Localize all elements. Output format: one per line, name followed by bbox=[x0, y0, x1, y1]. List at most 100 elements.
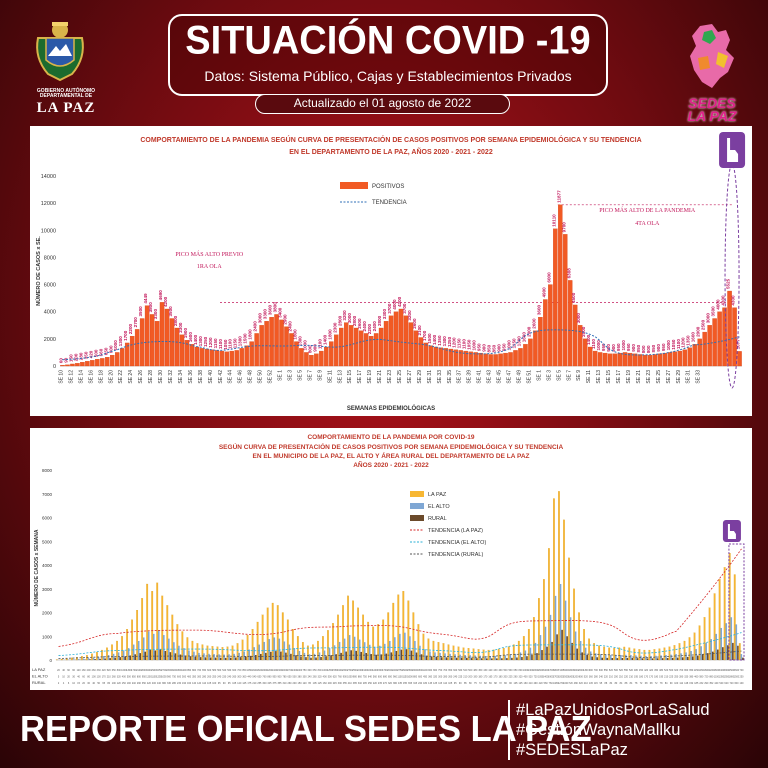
chart1-data-label: 850 bbox=[636, 344, 641, 352]
chart2-table-cell: 960 bbox=[393, 676, 398, 679]
chart1-data-label: 1400 bbox=[193, 334, 198, 345]
chart1-data-label: 1100 bbox=[218, 339, 223, 349]
chart2-table-cell: 700 bbox=[237, 669, 242, 672]
chart1-bar bbox=[463, 350, 468, 367]
chart1-data-label: 1050 bbox=[671, 339, 676, 350]
chart1-bar bbox=[344, 322, 349, 367]
chart1-bar bbox=[65, 364, 70, 367]
chart2-table-cell: 700 bbox=[739, 669, 744, 672]
chart1-data-label: 2200 bbox=[128, 323, 133, 334]
chart2-table-cell: 650 bbox=[257, 676, 262, 679]
chart2-table-cell: 2900 bbox=[402, 669, 408, 672]
chart1-x-axis-label: SEMANAS EPIDEMIOLÓGICAS bbox=[347, 404, 435, 412]
chart1-bar bbox=[478, 352, 483, 367]
chart2-bar-el-alto bbox=[288, 644, 291, 660]
chart2-bar-el-alto bbox=[645, 655, 647, 660]
chart2-table-cell: 410 bbox=[348, 682, 353, 685]
chart1-title: COMPORTAMIENTO DE LA PANDEMIA SEGÚN CURV… bbox=[140, 135, 641, 144]
chart1-data-label: 1500 bbox=[243, 333, 248, 344]
chart2-bar-el-alto bbox=[72, 659, 75, 660]
chart1-bar bbox=[224, 351, 230, 367]
chart1-bar bbox=[75, 363, 80, 367]
chart2-bar-el-alto bbox=[625, 654, 627, 660]
chart2-bar-el-alto bbox=[434, 652, 436, 660]
chart1-data-label: 1000 bbox=[666, 340, 671, 351]
chart2-bar-el-alto bbox=[193, 651, 195, 660]
chart1-data-label: 1800 bbox=[292, 329, 297, 340]
chart2-bar-rural bbox=[671, 657, 674, 660]
chart2-bar-la-paz bbox=[512, 644, 515, 661]
chart2-bar-el-alto bbox=[499, 655, 502, 660]
chart2-table-cell: 320 bbox=[318, 676, 323, 679]
chart2-table-cell: 440 bbox=[247, 676, 252, 679]
chart2-table-cell: 225 bbox=[508, 676, 513, 679]
chart2-bar-rural bbox=[651, 658, 654, 660]
chart2-table-cell: 1900 bbox=[362, 669, 368, 672]
chart2-bar-el-alto bbox=[112, 653, 115, 660]
chart2-bar-la-paz bbox=[367, 621, 370, 661]
chart2-table-cell: 1700 bbox=[287, 669, 293, 672]
chart1-data-label: 1000 bbox=[113, 340, 118, 351]
chart2-bar-rural bbox=[722, 647, 724, 660]
chart2-bar-la-paz bbox=[256, 621, 259, 661]
chart2-bar-la-paz bbox=[161, 595, 164, 661]
chart2-bar-la-paz bbox=[598, 645, 601, 661]
chart2-bar-la-paz bbox=[317, 640, 319, 661]
chart2-bar-la-paz bbox=[713, 593, 716, 661]
chart2-bar-la-paz bbox=[648, 649, 651, 661]
chart1-bar bbox=[363, 333, 369, 367]
chart1-x-tick-label: SE 31 bbox=[686, 370, 692, 384]
chart1-bar bbox=[348, 325, 354, 367]
chart2-table-cell: 2700 bbox=[347, 669, 353, 672]
chart2-table-row-label: RURAL bbox=[32, 680, 46, 685]
chart2-bar-rural bbox=[330, 655, 332, 660]
chart2-table-cell: 2500 bbox=[407, 669, 413, 672]
chart1-x-tick-label: SE 33 bbox=[696, 370, 702, 384]
chart2-table-cell: 700 bbox=[679, 669, 684, 672]
chart2-bar-la-paz bbox=[60, 658, 63, 661]
chart1-data-label: 4200 bbox=[163, 296, 168, 307]
chart2-bar-el-alto bbox=[559, 584, 562, 660]
chart2-table-cell: 2800 bbox=[714, 669, 720, 672]
chart2-table-cell: 1150 bbox=[694, 669, 700, 672]
chart2-table-cell: 430 bbox=[493, 669, 498, 672]
chart2-table-cell: 95 bbox=[600, 682, 603, 685]
chart1-data-label: 1150 bbox=[511, 338, 516, 348]
chart2-bar-la-paz bbox=[296, 636, 299, 661]
chart2-bar-rural bbox=[254, 655, 257, 660]
chart2-table-cell: 950 bbox=[272, 676, 277, 679]
chart2-bar-la-paz bbox=[387, 612, 390, 661]
chart2-bar-rural bbox=[656, 658, 659, 660]
chart2-bar-rural bbox=[435, 657, 438, 660]
chart2-bar-la-paz bbox=[563, 519, 565, 661]
chart1-data-label: 1300 bbox=[442, 336, 447, 347]
chart2-table-cell: 1500 bbox=[417, 669, 423, 672]
chart2-bar-la-paz bbox=[106, 647, 108, 661]
chart1-bar bbox=[647, 354, 653, 367]
chart1-bar bbox=[443, 348, 449, 367]
chart2-bar-rural bbox=[571, 642, 573, 660]
chart2-bar-rural bbox=[280, 651, 282, 660]
chart2-table-cell: 190 bbox=[182, 682, 187, 685]
chart2-bar-la-paz bbox=[121, 636, 123, 661]
chart1-bar bbox=[687, 347, 692, 367]
chart1-data-label: 1400 bbox=[432, 334, 437, 345]
chart2-bar-la-paz bbox=[688, 637, 691, 661]
chart2-bar-el-alto bbox=[263, 641, 266, 660]
chart2-table-cell: 500 bbox=[328, 676, 333, 679]
chart1-data-label: 850 bbox=[487, 344, 492, 352]
chart1-x-tick-label: SE 46 bbox=[238, 370, 244, 384]
chart1-bar bbox=[358, 330, 364, 367]
chart1-x-tick-label: SE 34 bbox=[178, 370, 184, 384]
chart2-table-cell: 1150 bbox=[402, 676, 408, 679]
chart2-table-cell: 700 bbox=[197, 669, 202, 672]
chart2-bar-la-paz bbox=[377, 624, 380, 661]
chart2-bar-la-paz bbox=[75, 657, 78, 661]
chart2-bar-rural bbox=[516, 657, 518, 660]
chart2-y-tick-label: 0 bbox=[49, 658, 52, 663]
chart2-legend-label: TENDENCIA (EL ALTO) bbox=[428, 540, 486, 546]
chart2-bar-la-paz bbox=[527, 629, 530, 661]
chart1-data-label: 4200 bbox=[397, 296, 402, 307]
chart2-bar-rural bbox=[290, 653, 292, 660]
chart2-table-cell: 72 bbox=[499, 682, 502, 685]
